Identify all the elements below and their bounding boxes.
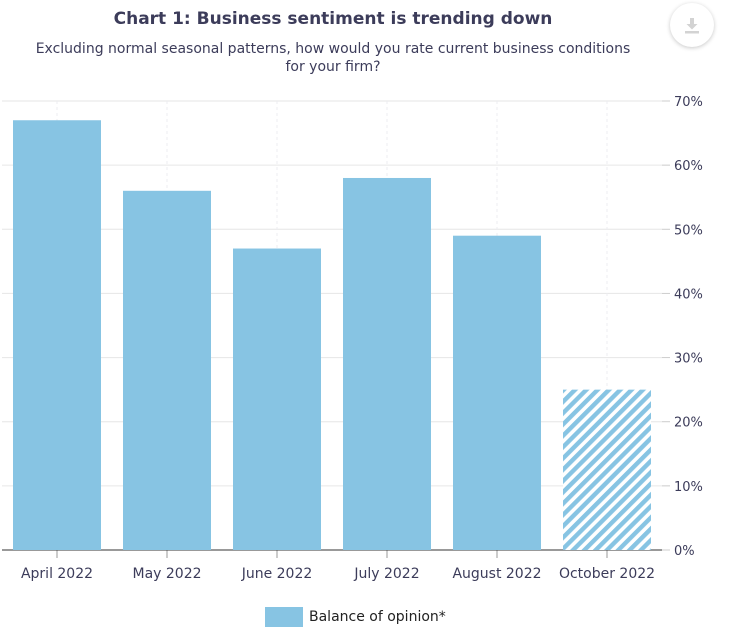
- bar-chart: April 2022 May 2022 June 2022 July 2022 Augu…: [2, 95, 703, 582]
- x-axis-labels: April 2022 May 2022 June 2022 July 2022 Augu…: [21, 566, 655, 582]
- x-tick-label: May 2022: [132, 566, 201, 582]
- y-tick-label: 0%: [674, 544, 695, 559]
- x-tick-label: July 2022: [353, 566, 419, 582]
- y-tick-label: 10%: [674, 480, 703, 495]
- download-button[interactable]: [670, 3, 714, 47]
- y-tick-label: 20%: [674, 416, 703, 431]
- legend-swatch: [265, 607, 303, 627]
- y-tick-label: 30%: [674, 352, 703, 367]
- x-tick-label: August 2022: [452, 566, 541, 582]
- y-tick-label: 70%: [674, 95, 703, 110]
- bar-june-2022[interactable]: [233, 248, 321, 550]
- y-tick-label: 40%: [674, 287, 703, 302]
- y-axis-labels: 0% 10% 20% 30% 40% 50% 60% 70%: [674, 95, 703, 559]
- chart-title: Chart 1: Business sentiment is trending …: [113, 9, 553, 29]
- bar-may-2022[interactable]: [123, 190, 211, 551]
- bar-july-2022[interactable]: [343, 177, 431, 550]
- download-icon: [685, 18, 699, 34]
- x-tick-label: April 2022: [21, 566, 93, 582]
- chart-subtitle: Excluding normal seasonal patterns, how …: [35, 41, 631, 75]
- x-tick-label: June 2022: [241, 566, 313, 582]
- bar-april-2022[interactable]: [13, 120, 101, 550]
- bar-august-2022[interactable]: [453, 235, 541, 550]
- bar-october-2022[interactable]: [563, 389, 651, 550]
- y-tick-label: 60%: [674, 159, 703, 174]
- bars: [13, 120, 651, 551]
- legend-label: Balance of opinion*: [309, 609, 446, 625]
- y-tick-label: 50%: [674, 223, 703, 238]
- x-tick-label: October 2022: [559, 566, 655, 582]
- legend-item[interactable]: Balance of opinion*: [265, 606, 446, 628]
